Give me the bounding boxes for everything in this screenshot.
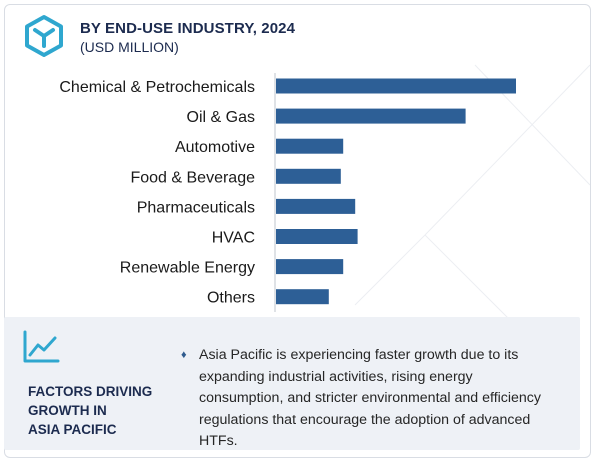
bar [276,168,341,184]
chart-title: BY END-USE INDUSTRY, 2024 [80,20,296,37]
trend-line-icon [23,330,60,363]
category-label: Pharmaceuticals [137,199,255,216]
category-label: Food & Beverage [130,169,255,186]
cube-logo-icon [25,15,63,57]
bar [276,289,329,305]
factors-title-line: GROWTH IN [28,403,107,418]
factors-panel [4,317,580,450]
factors-title-line: FACTORS DRIVING [28,384,153,399]
category-label: HVAC [212,230,255,247]
factors-title: FACTORS DRIVING GROWTH IN ASIA PACIFIC [28,382,178,439]
bar [276,78,516,94]
factors-title-line: ASIA PACIFIC [28,422,117,437]
bar [276,229,358,244]
category-label: Others [207,290,255,307]
bar [276,138,344,154]
factors-description: Asia Pacific is experiencing faster grow… [199,347,541,450]
bar [276,108,466,124]
diamond-bullet-icon: ♦ [181,349,187,361]
category-label: Oil & Gas [187,109,255,126]
category-label: Chemical & Petrochemicals [59,79,255,96]
category-label: Renewable Energy [120,260,255,277]
category-label: Automotive [175,139,255,156]
chart-subtitle: (USD MILLION) [80,39,179,55]
bar [276,259,344,275]
bar [276,198,356,214]
